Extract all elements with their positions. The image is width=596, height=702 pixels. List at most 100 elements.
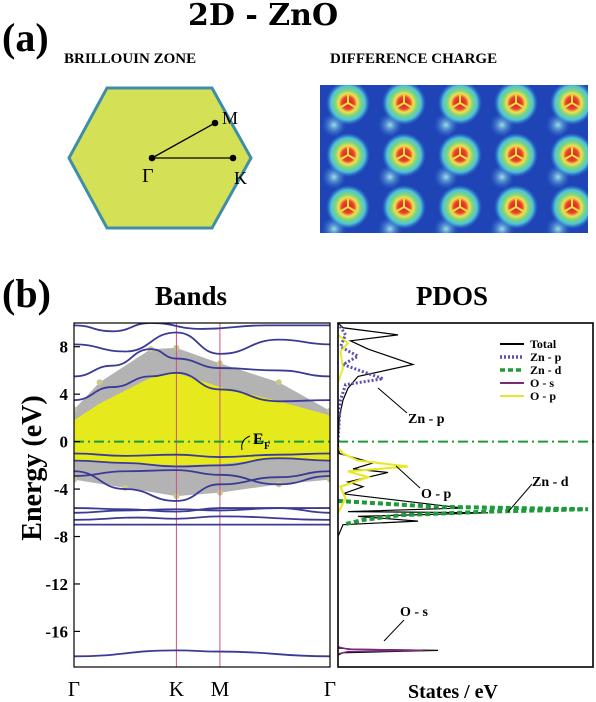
charge-lobe	[508, 154, 517, 160]
charge-lobe	[396, 102, 405, 108]
legend-label: Total	[530, 337, 557, 351]
boundary-dot	[327, 407, 330, 414]
charge-lobe	[340, 206, 349, 212]
pdos-o-s	[338, 646, 424, 655]
band-line-9	[74, 371, 330, 403]
charge-blob	[550, 133, 588, 177]
charge-lobe	[571, 154, 580, 160]
boundary-dot	[275, 379, 282, 386]
charge-lobe	[571, 206, 580, 212]
boundary-dot	[74, 406, 77, 413]
band-line-11	[74, 331, 330, 355]
brillouin-zone-diagram: Γ M K	[67, 86, 253, 230]
charge-blob	[550, 185, 588, 229]
charge-lobe	[564, 206, 573, 212]
boundary-dot	[96, 379, 103, 386]
charge-lobe	[347, 206, 356, 212]
band-line-0	[74, 649, 330, 658]
charge-lobe	[515, 206, 524, 212]
band-line-7	[74, 457, 330, 468]
boundary-dot	[327, 476, 330, 483]
y-tick-label: -8	[54, 528, 68, 547]
charge-lobe	[403, 206, 412, 212]
y-tick-label: -16	[45, 622, 68, 641]
charge-lobe	[459, 206, 468, 212]
pdos-o-p	[338, 446, 409, 514]
charge-lobe	[564, 102, 573, 108]
charge-blob	[494, 85, 538, 125]
ef-label: E	[253, 431, 264, 448]
y-tick-label: -4	[54, 480, 69, 499]
annot-zn-p: Zn - p	[408, 412, 445, 427]
charge-lobe	[403, 102, 412, 108]
figure-title: 2D - ZnO	[188, 0, 339, 33]
charge-lobe	[508, 102, 517, 108]
ef-subscript: F	[264, 441, 270, 452]
legend-label: O - s	[530, 376, 554, 390]
band-line-8	[74, 452, 330, 458]
charge-lobe	[347, 102, 356, 108]
charge-lobe	[515, 154, 524, 160]
k-tick-label: Γ	[68, 677, 80, 701]
k-tick-label: Γ	[324, 677, 336, 701]
charge-lobe	[508, 206, 517, 212]
pdos-frame	[337, 322, 594, 668]
band-line-4	[74, 507, 330, 513]
difference-charge-map	[320, 85, 588, 233]
charge-title: DIFFERENCE CHARGE	[330, 51, 498, 67]
annot-zn-d: Zn - d	[532, 475, 569, 490]
charge-blob	[326, 85, 370, 125]
y-tick-label: -12	[45, 575, 68, 594]
m-point	[211, 119, 219, 127]
charge-lobe	[459, 102, 468, 108]
pdos-title: PDOS	[416, 281, 489, 311]
charge-blob	[382, 85, 426, 125]
pdos-xlabel: States / eV	[408, 681, 499, 702]
charge-lobe	[452, 154, 461, 160]
y-tick-label: 4	[60, 385, 69, 404]
annot-o-p: O - p	[421, 487, 452, 502]
ef-arrow	[241, 435, 251, 451]
charge-lobe	[340, 102, 349, 108]
charge-lobe	[571, 102, 580, 108]
charge-lobe	[340, 154, 349, 160]
charge-lobe	[396, 154, 405, 160]
k-point	[229, 154, 237, 162]
charge-lobe	[452, 102, 461, 108]
k-label: K	[234, 168, 247, 188]
charge-lobe	[452, 206, 461, 212]
band-line-6	[74, 469, 330, 486]
k-tick-label: M	[211, 677, 230, 701]
charge-lobe	[459, 154, 468, 160]
charge-blob	[438, 85, 482, 125]
bands-frame	[73, 322, 331, 668]
boundary-dot	[74, 476, 77, 483]
charge-lobe	[403, 154, 412, 160]
panel-b-label: (b)	[2, 271, 51, 316]
pdos-o-p-upper	[338, 334, 350, 383]
charge-lobe	[564, 154, 573, 160]
band-line-12	[74, 323, 330, 333]
band-line-2	[74, 515, 330, 521]
gamma-point	[148, 154, 156, 162]
band-line-5	[74, 470, 330, 502]
panel-a-label: (a)	[2, 15, 49, 60]
bz-title: BRILLOUIN ZONE	[64, 51, 197, 67]
bands-title: Bands	[155, 281, 228, 311]
legend-label: Zn - d	[530, 363, 562, 377]
pdos-zn-d	[338, 498, 589, 527]
charge-lobe	[396, 206, 405, 212]
charge-lobe	[515, 102, 524, 108]
band-line-10	[74, 348, 330, 378]
y-tick-label: 0	[60, 433, 69, 452]
y-tick-label: 8	[60, 338, 69, 357]
gamma-label: Γ	[142, 165, 154, 187]
legend-label: O - p	[530, 389, 556, 403]
legend-label: Zn - p	[530, 350, 562, 364]
charge-lobe	[347, 154, 356, 160]
annot-o-s: O - s	[400, 605, 429, 620]
m-label: M	[222, 108, 238, 128]
k-tick-label: K	[169, 677, 184, 701]
